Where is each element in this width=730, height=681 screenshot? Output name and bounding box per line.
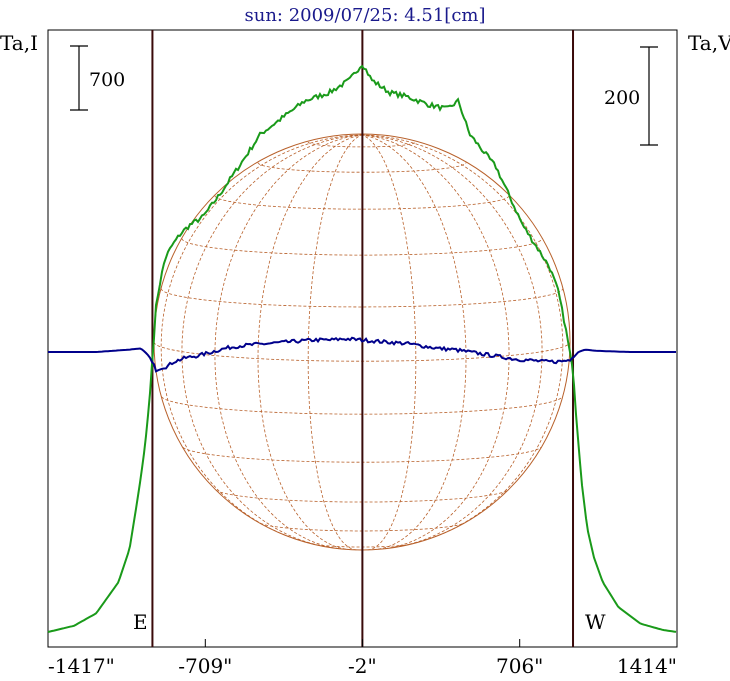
scale-bar-left [70,45,88,111]
series-layer [47,64,677,633]
latitude-line [307,141,417,148]
east-limb-label: E [133,610,148,634]
polarization-curve [48,336,676,373]
longitude-line [160,134,363,538]
left-axis-label: Ta,I [0,31,38,55]
x-axis-ticks: -1417" -709" -2" 706" 1414" [47,639,678,678]
scale-bar-right-label: 200 [604,87,640,109]
limb-lines [151,30,575,647]
longitude-line [214,134,363,550]
scale-bar-left-label: 700 [89,69,125,91]
right-axis-label: Ta,V [688,31,730,55]
longitude-line [181,134,363,547]
x-tick-label: -709" [178,654,232,678]
longitude-line [361,134,564,538]
longitude-line [361,134,417,551]
chart-title: sun: 2009/07/25: 4.51[cm] [244,5,485,26]
x-tick-label: -1417" [48,654,115,678]
latitude-line [214,195,510,210]
x-tick-label: -2" [348,654,377,678]
longitude-line [361,134,467,550]
longitude-line [361,134,543,547]
west-limb-label: W [585,610,606,634]
x-tick-label: 1414" [617,654,677,678]
x-tick-label: 706" [496,654,543,678]
longitude-line [361,134,510,550]
scale-bar-right [640,46,658,146]
longitude-line [307,134,363,551]
